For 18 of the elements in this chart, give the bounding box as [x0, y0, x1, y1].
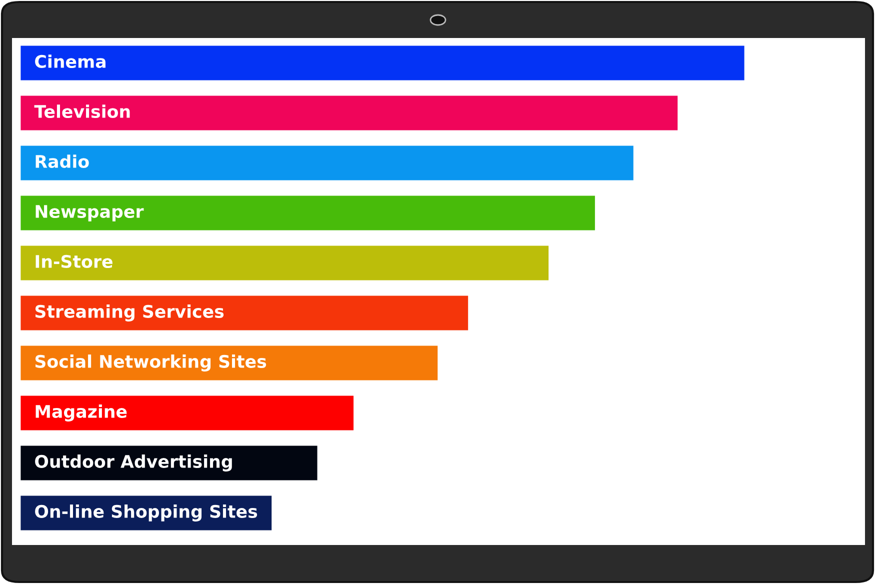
bar: [20, 394, 355, 432]
bar: [20, 244, 550, 282]
y-tick-label: Social Networking Sites: [35, 354, 266, 372]
bar: [20, 294, 470, 332]
bar: [20, 144, 635, 182]
bar: [20, 94, 679, 132]
y-tick-label: Magazine: [36, 404, 127, 422]
bar: [20, 194, 596, 232]
y-tick-label: In-Store: [36, 254, 112, 268]
y-tick-label: On-line Shopping Sites: [35, 504, 258, 522]
y-tick-label: Television: [34, 104, 130, 118]
y-tick-label: Radio: [36, 154, 89, 168]
y-tick-label: Outdoor Advertising: [35, 454, 232, 472]
bar: [20, 44, 746, 82]
y-tick-label: Cinema: [35, 54, 106, 68]
y-tick-label: Newspaper: [36, 205, 144, 222]
bar: [20, 344, 440, 382]
y-tick-label: Streaming Services: [35, 304, 224, 322]
